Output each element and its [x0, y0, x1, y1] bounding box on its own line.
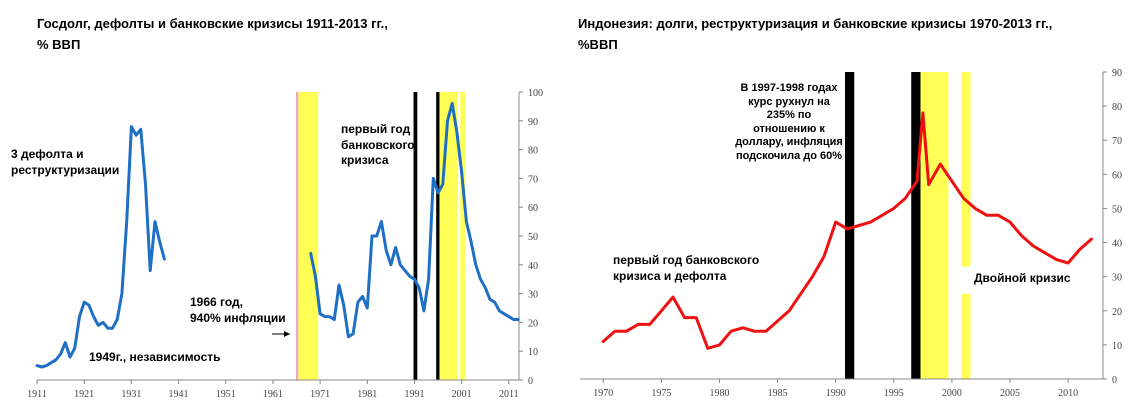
- annotation-inflation: 1966 год, 940% инфляции: [190, 295, 286, 325]
- annotation-independence: 1949г., независимость: [89, 350, 221, 364]
- crisis-band: [844, 72, 855, 379]
- crisis-band: [911, 72, 921, 379]
- chart-title: Индонезия: долги, реструктуризация и бан…: [578, 16, 1053, 52]
- x-tick-label: 2005: [1000, 388, 1020, 399]
- crisis-band: [439, 92, 458, 380]
- crisis-band: [961, 72, 971, 267]
- annotation-defaults: 3 дефолта и реструктуризации: [11, 147, 120, 177]
- chart-title: Госдолг, дефолты и банковские кризисы 19…: [37, 16, 388, 52]
- y-tick-label: 30: [1112, 273, 1122, 284]
- annotation-crash: В 1997-1998 годах курс рухнул на 235% по…: [735, 82, 843, 162]
- y-tick-label: 50: [528, 232, 538, 243]
- annotation-arrowhead: [284, 331, 290, 337]
- y-tick-label: 80: [528, 146, 538, 157]
- x-tick-label: 1961: [263, 389, 283, 400]
- y-tick-label: 70: [528, 174, 538, 185]
- x-tick-label: 2000: [942, 388, 962, 399]
- y-tick-label: 30: [528, 290, 538, 301]
- chart-plot-area: 1911 1921 1931 1941 1951 1961 1971 1981 1991 2001…: [27, 88, 543, 400]
- y-tick-label: 90: [528, 117, 538, 128]
- y-tick-label: 0: [1112, 375, 1117, 386]
- y-tick-label: 60: [528, 203, 538, 214]
- y-tick-label: 40: [528, 261, 538, 272]
- crisis-band: [298, 92, 319, 380]
- chart-panel-russia: Госдолг, дефолты и банковские кризисы 19…: [0, 0, 560, 405]
- chart-panel-indonesia: Индонезия: долги, реструктуризация и бан…: [560, 0, 1134, 405]
- crisis-band: [436, 92, 440, 380]
- x-tick-label: 2011: [499, 389, 519, 400]
- y-tick-label: 0: [528, 376, 533, 387]
- x-tick-label: 1995: [884, 388, 904, 399]
- chart-plot-area: 1970 1975 1980 1985 1990 1995 2000 2005 2010 0 10 2…: [580, 68, 1122, 399]
- x-tick-label: 1975: [651, 388, 671, 399]
- x-tick-label: 1970: [593, 388, 613, 399]
- y-tick-label: 20: [1112, 307, 1122, 318]
- y-tick-label: 20: [528, 318, 538, 329]
- y-tick-label: 40: [1112, 239, 1122, 250]
- x-tick-label: 1921: [74, 389, 94, 400]
- y-tick-label: 90: [1112, 68, 1122, 79]
- x-tick-label: 1911: [27, 389, 47, 400]
- crisis-band: [296, 92, 299, 380]
- y-tick-label: 100: [528, 88, 543, 99]
- x-tick-label: 1941: [169, 389, 189, 400]
- y-tick-label: 70: [1112, 136, 1122, 147]
- y-tick-label: 10: [528, 347, 538, 358]
- annotation-first-bank-crisis: первый год банковского кризиса: [341, 122, 415, 167]
- x-tick-label: 1971: [310, 389, 330, 400]
- y-tick-label: 10: [1112, 341, 1122, 352]
- y-tick-label: 50: [1112, 204, 1122, 215]
- data-line: [601, 111, 1093, 350]
- x-tick-label: 2010: [1058, 388, 1078, 399]
- crisis-band: [413, 92, 418, 380]
- x-tick-label: 1980: [709, 388, 729, 399]
- x-tick-label: 1931: [121, 389, 141, 400]
- x-tick-label: 1991: [404, 389, 424, 400]
- annotation-first-crisis: первый год банковского кризиса и дефолта: [613, 253, 760, 283]
- y-tick-label: 60: [1112, 170, 1122, 181]
- y-tick-label: 80: [1112, 102, 1122, 113]
- crisis-band: [460, 92, 465, 380]
- x-tick-label: 1981: [357, 389, 377, 400]
- x-tick-label: 1985: [768, 388, 788, 399]
- crisis-band: [961, 293, 971, 379]
- data-line: [309, 102, 520, 339]
- data-line: [35, 125, 166, 369]
- x-tick-label: 1990: [826, 388, 846, 399]
- annotation-double-crisis: Двойной кризис: [974, 271, 1071, 285]
- x-tick-label: 2001: [452, 389, 472, 400]
- x-tick-label: 1951: [216, 389, 236, 400]
